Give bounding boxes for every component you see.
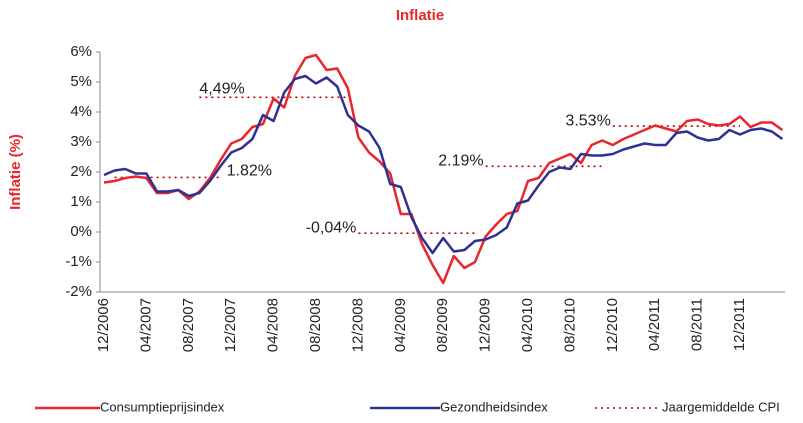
x-tick-label: 04/2011 <box>646 298 663 351</box>
average-label: 4,49% <box>199 81 244 98</box>
x-tick-label: 04/2008 <box>265 298 282 352</box>
x-tick-label: 04/2010 <box>519 298 536 352</box>
x-tick-label: 12/2006 <box>95 298 112 352</box>
x-tick-label: 12/2010 <box>604 298 621 352</box>
x-tick-label: 12/2007 <box>222 298 239 352</box>
x-tick-label: 08/2007 <box>180 298 197 352</box>
y-tick-label: 1% <box>70 193 92 210</box>
x-tick-label: 08/2009 <box>434 298 451 352</box>
y-tick-label: 5% <box>70 73 92 90</box>
series-line <box>103 74 784 255</box>
x-tick-label: 08/2010 <box>561 298 578 352</box>
series-line <box>103 53 784 285</box>
x-tick-label: 04/2007 <box>137 298 154 352</box>
x-tick-label: 12/2011 <box>731 298 748 351</box>
y-tick-label: 4% <box>70 103 92 120</box>
x-tick-label: 08/2008 <box>307 298 324 352</box>
legend-label: Gezondheidsindex <box>440 399 548 414</box>
y-tick-label: 2% <box>70 163 92 180</box>
x-tick-label: 08/2011 <box>689 298 706 351</box>
x-tick-label: 12/2009 <box>477 298 494 352</box>
y-axis-label: Inflatie (%) <box>7 134 24 210</box>
y-tick-label: 3% <box>70 133 92 150</box>
y-tick-label: -1% <box>65 253 92 270</box>
average-label: 1.82% <box>227 163 272 180</box>
chart-title: Inflatie <box>396 7 444 24</box>
x-tick-label: 04/2009 <box>392 298 409 352</box>
y-tick-label: -2% <box>65 283 92 300</box>
y-tick-label: 6% <box>70 43 92 60</box>
average-label: 3.53% <box>565 112 610 129</box>
x-tick-label: 12/2008 <box>349 298 366 352</box>
average-label: 2.19% <box>438 153 483 170</box>
y-tick-label: 0% <box>70 223 92 240</box>
legend-label: Consumptieprijsindex <box>100 399 225 414</box>
average-label: -0,04% <box>306 219 357 236</box>
legend-label: Jaargemiddelde CPI <box>662 399 780 414</box>
